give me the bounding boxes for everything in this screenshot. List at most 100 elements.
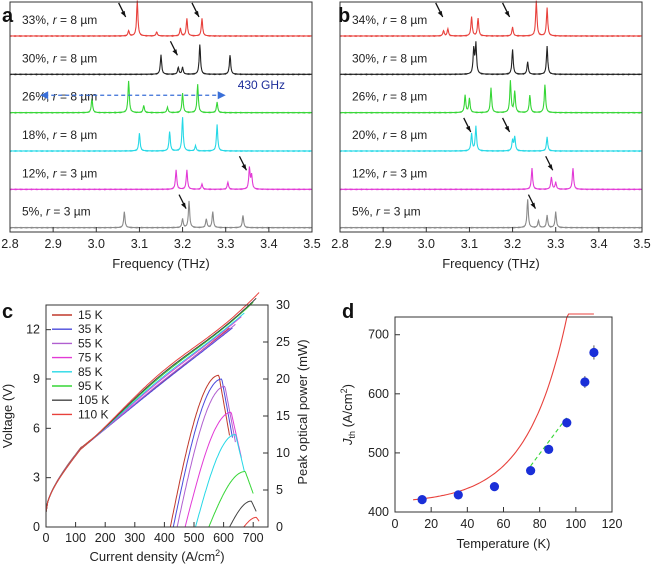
series-label: 33%, r = 8 µm	[22, 13, 97, 27]
x-axis-label: Frequency (THz)	[442, 256, 540, 271]
power-curve	[46, 516, 260, 528]
arrow-head	[193, 10, 199, 17]
panel-letter-d: d	[342, 301, 354, 323]
voltage-curve	[45, 323, 236, 513]
y2-tick-label: 25	[276, 335, 290, 349]
power-curve	[46, 385, 236, 528]
panel-labels: a b c d	[2, 5, 354, 323]
x-tick-label: 3.3	[547, 237, 564, 251]
y-axis-label-sub: th	[347, 431, 357, 439]
power-curve	[46, 374, 230, 528]
series-label-r: r	[383, 166, 388, 180]
y2-tick-label: 15	[276, 409, 290, 423]
legend-label: 85 K	[78, 365, 103, 379]
spectrum-line	[339, 80, 643, 114]
power-curve	[46, 500, 257, 528]
arrow-head	[241, 164, 247, 171]
voltage-curve	[45, 327, 233, 513]
series-label-radius: = 8 µm	[57, 13, 98, 27]
series-label: 12%, r = 3 µm	[352, 166, 427, 180]
spectrum-line	[339, 41, 642, 76]
x-tick-label: 80	[533, 517, 547, 531]
series-label-radius: = 3 µm	[50, 205, 91, 219]
y-tick-label: 12	[26, 323, 40, 337]
x-tick-label: 3.4	[590, 237, 607, 251]
data-point	[526, 466, 536, 476]
y-tick-label: 500	[368, 446, 389, 460]
series-label: 30%, r = 8 µm	[22, 51, 97, 65]
x-tick-label: 40	[460, 517, 474, 531]
panel-letter-c: c	[2, 301, 13, 323]
legend-label: 15 K	[78, 308, 103, 322]
x-tick-label: 200	[95, 531, 116, 545]
fit-curve	[413, 313, 594, 501]
series-label-radius: = 3 µm	[57, 166, 98, 180]
spectrum-line	[339, 168, 643, 191]
x-tick-label: 2.8	[1, 237, 18, 251]
series-label: 20%, r = 8 µm	[352, 128, 427, 142]
series-label-pct: 5%,	[22, 205, 46, 219]
spectrum-line	[9, 0, 312, 38]
spectrum-line	[339, 0, 642, 38]
series-label: 26%, r = 8 µm	[352, 90, 427, 104]
voltage-curve	[45, 312, 245, 513]
legend-label: 35 K	[78, 322, 103, 336]
series-label-r: r	[53, 90, 58, 104]
panel-letter-a: a	[2, 5, 14, 27]
series-label-radius: = 8 µm	[57, 51, 98, 65]
series-label-radius: = 3 µm	[387, 166, 428, 180]
legend-label: 110 K	[78, 407, 108, 421]
annotation-arrow-right	[217, 91, 226, 100]
power-curve	[46, 433, 245, 528]
spectrum-line	[339, 199, 643, 229]
series-label-radius: = 8 µm	[387, 51, 428, 65]
series-label: 30%, r = 8 µm	[352, 51, 427, 65]
series-label-r: r	[53, 13, 58, 27]
voltage-curve	[45, 316, 242, 513]
x-axis-label: Temperature (K)	[457, 536, 551, 551]
legend-label: 55 K	[78, 336, 103, 350]
series-label-r: r	[53, 51, 58, 65]
y-axis-label-j: J	[340, 438, 355, 446]
x-axis-label-close: )	[220, 549, 224, 564]
x-tick-label: 0	[392, 517, 399, 531]
y2-tick-label: 0	[276, 520, 283, 534]
x-tick-label: 300	[124, 531, 145, 545]
spectrum-line	[9, 80, 313, 114]
legend-label: 95 K	[78, 379, 103, 393]
y2-tick-label: 30	[276, 298, 290, 312]
x-tick-label: 2.9	[44, 237, 61, 251]
data-point	[417, 494, 427, 505]
series-label-radius: = 3 µm	[380, 205, 421, 219]
series-label-radius: = 8 µm	[57, 90, 98, 104]
series-label-pct: 30%,	[22, 51, 53, 65]
arrow-head	[530, 202, 536, 209]
y-tick-label: 400	[368, 505, 389, 519]
x-tick-label: 3.0	[88, 237, 105, 251]
spectrum-line	[9, 200, 313, 229]
series-label: 34%, r = 8 µm	[352, 13, 427, 27]
y2-tick-label: 10	[276, 446, 290, 460]
x-tick-label: 0	[43, 531, 50, 545]
x-tick-label: 100	[65, 531, 86, 545]
series-label-radius: = 8 µm	[387, 90, 428, 104]
x-tick-label: 2.8	[331, 237, 348, 251]
fit-curve-high-t	[530, 417, 568, 467]
voltage-curve	[45, 292, 260, 513]
arrow-head	[181, 202, 187, 209]
x-axis-label: Current density (A/cm2)	[89, 548, 224, 564]
spectrum-line	[9, 44, 312, 76]
arrow-head	[437, 10, 443, 17]
plot-frame	[9, 1, 313, 233]
y-axis-label: Voltage (V)	[0, 384, 15, 448]
series-label-pct: 30%,	[352, 51, 383, 65]
spectrum-line	[9, 166, 313, 191]
x-tick-label: 3.0	[418, 237, 435, 251]
x-tick-label: 3.4	[260, 237, 277, 251]
x-tick-label: 3.1	[131, 237, 148, 251]
data-point	[562, 418, 572, 428]
power-curve	[46, 378, 233, 528]
